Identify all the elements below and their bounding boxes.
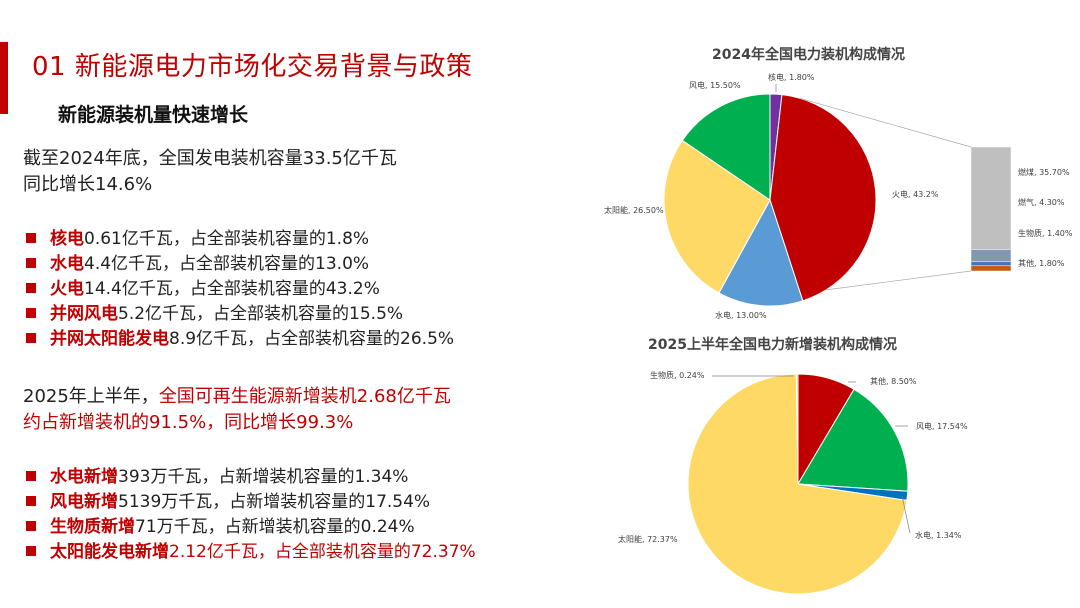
bullet-square-icon [26,471,36,481]
chart-2024-title: 2024年全国电力装机构成情况 [712,47,905,63]
intro-paragraph: 截至2024年底，全国发电装机容量33.5亿千瓦 同比增长14.6% [23,146,397,198]
pie-chart-2025: 其他, 8.50% 风电, 17.54% 水电, 1.34% 太阳能, 72.37% 生… [618,370,968,595]
leader-line [901,495,911,534]
item-keyword: 水电 [50,254,84,274]
h2025-line-2: 约占新增装机的91.5%，同比增长99.3% [23,412,354,433]
list-item: 并网太阳能发电8.9亿千瓦，占全部装机容量的26.5% [26,327,454,352]
pie-slice-3 [663,139,771,294]
slice-data-label: 生物质, 0.24% [650,370,705,380]
breakdown-data-label: 燃气, 4.30% [1018,197,1065,207]
slice-data-label: 其他, 8.50% [870,376,917,386]
slice-data-label: 核电, 1.80% [768,72,815,82]
page-title: 01 新能源电力市场化交易背景与政策 [32,52,473,82]
item-keyword: 太阳能发电新增 [50,542,169,562]
breakdown-segment-1 [970,249,1012,263]
item-keyword: 风电新增 [50,492,118,512]
breakdown-segment-0 [970,146,1012,250]
list-item: 核电0.61亿千瓦，占全部装机容量的1.8% [26,227,454,252]
bullet-square-icon [26,308,36,318]
pie-slice-4 [681,93,771,201]
item-text: 0.61亿千瓦，占全部装机容量的1.8% [84,229,370,249]
item-text: 4.4亿千瓦，占全部装机容量的13.0% [84,254,370,274]
bullet-square-icon [26,521,36,531]
pie-slice-2 [718,198,804,307]
list-item: 水电新增393万千瓦，占新增装机容量的1.34% [26,465,476,490]
item-text: 2.12亿千瓦，占全部装机容量的72.37% [169,542,476,562]
item-keyword: 火电 [50,279,84,299]
intro-line-2: 同比增长14.6% [23,174,153,195]
item-text: 5139万千瓦，占新增装机容量的17.54% [118,492,431,512]
section-subtitle: 新能源装机量快速增长 [58,104,249,126]
item-text: 5.2亿千瓦，占全部装机容量的15.5% [118,304,404,324]
added-2025-list: 水电新增393万千瓦，占新增装机容量的1.34% 风电新增5139万千瓦，占新增… [26,465,476,565]
item-keyword: 核电 [50,229,84,249]
slice-data-label: 风电, 15.50% [689,80,741,90]
item-text: 393万千瓦，占新增装机容量的1.34% [118,467,409,487]
item-text: 14.4亿千瓦，占全部装机容量的43.2% [84,279,380,299]
pie-slice-3 [687,373,908,595]
list-item: 火电14.4亿千瓦，占全部装机容量的43.2% [26,277,454,302]
slice-data-label: 水电, 1.34% [915,530,962,540]
pie-chart-2024: 核电, 1.80% 火电, 43.2% 水电, 13.00% 太阳能, 26.50% 风… [604,72,1073,320]
list-item: 并网风电5.2亿千瓦，占全部装机容量的15.5% [26,302,454,327]
pie-slice-4 [795,373,799,485]
list-item: 风电新增5139万千瓦，占新增装机容量的17.54% [26,490,476,515]
intro-line-1: 截至2024年底，全国发电装机容量33.5亿千瓦 [23,148,397,169]
item-keyword: 并网太阳能发电 [50,329,169,349]
item-text: 8.9亿千瓦，占全部装机容量的26.5% [169,329,455,349]
pie-slice-1 [769,94,877,302]
breakdown-data-label: 燃煤, 35.70% [1018,167,1070,177]
bullet-square-icon [26,333,36,343]
item-keyword: 并网风电 [50,304,118,324]
bullet-square-icon [26,283,36,293]
h2025-line-1-lead: 2025年上半年， [23,386,159,407]
breakdown-connector-line [826,270,972,291]
capacity-2024-list: 核电0.61亿千瓦，占全部装机容量的1.8% 水电4.4亿千瓦，占全部装机容量的… [26,227,454,352]
chart-2025-title: 2025上半年全国电力新增装机构成情况 [648,337,897,353]
breakdown-data-label: 其他, 1.80% [1018,258,1065,268]
bullet-square-icon [26,258,36,268]
bullet-square-icon [26,496,36,506]
breakdown-segment-2 [970,261,1012,267]
item-text: 71万千瓦，占新增装机容量的0.24% [135,517,415,537]
pie-slice-1 [797,388,909,492]
bullet-square-icon [26,233,36,243]
item-keyword: 水电新增 [50,467,118,487]
h2025-line-1-highlight: 全国可再生能源新增装机2.68亿千瓦 [158,386,451,407]
slice-data-label: 火电, 43.2% [892,189,939,199]
title-accent-bar [0,42,8,114]
breakdown-connector-line [800,98,972,148]
h2025-line-1: 2025年上半年，全国可再生能源新增装机2.68亿千瓦 [23,384,451,410]
list-item: 太阳能发电新增2.12亿千瓦，占全部装机容量的72.37% [26,540,476,565]
bullet-square-icon [26,546,36,556]
list-item: 水电4.4亿千瓦，占全部装机容量的13.0% [26,252,454,277]
slice-data-label: 太阳能, 72.37% [618,534,678,544]
breakdown-data-label: 生物质, 1.40% [1018,228,1073,238]
list-item: 生物质新增71万千瓦，占新增装机容量的0.24% [26,515,476,540]
slice-data-label: 太阳能, 26.50% [604,205,664,215]
slice-data-label: 风电, 17.54% [916,421,968,431]
item-keyword: 生物质新增 [50,517,135,537]
slice-data-label: 水电, 13.00% [715,310,767,320]
h2025-paragraph: 2025年上半年，全国可再生能源新增装机2.68亿千瓦 约占新增装机的91.5%… [23,384,451,436]
breakdown-segment-3 [970,265,1012,272]
